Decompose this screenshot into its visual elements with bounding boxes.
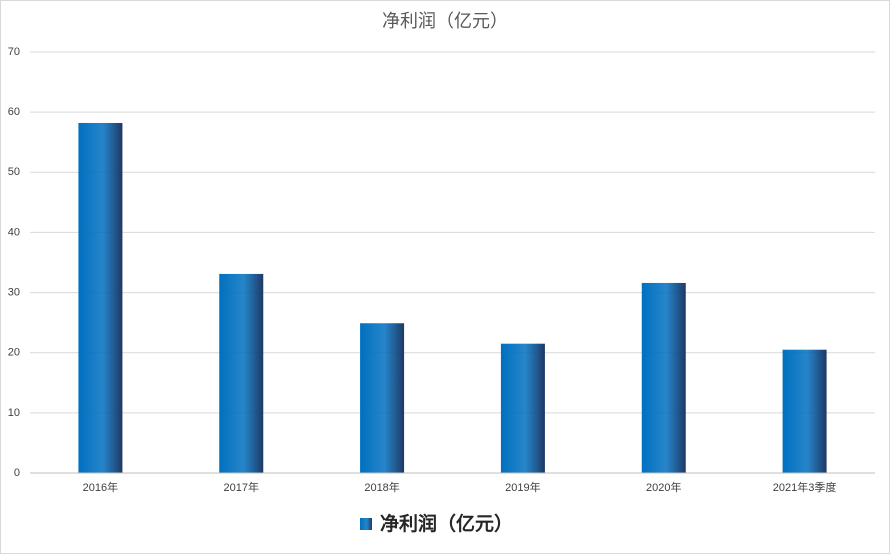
y-tick-label: 0 — [14, 467, 20, 479]
y-tick-label: 50 — [8, 166, 20, 178]
bar — [641, 282, 686, 473]
bar — [782, 349, 827, 473]
chart-title: 净利润（亿元） — [382, 11, 508, 31]
bar — [360, 323, 405, 473]
y-tick-label: 70 — [8, 46, 20, 58]
y-tick-label: 30 — [8, 286, 20, 298]
bar — [78, 122, 123, 474]
y-tick-label: 60 — [8, 106, 20, 118]
y-tick-label: 40 — [8, 226, 20, 238]
legend-swatch — [360, 518, 372, 530]
x-tick-label: 2016年 — [83, 480, 118, 494]
y-tick-label: 10 — [8, 407, 20, 419]
x-tick-label: 2017年 — [224, 480, 259, 494]
bar — [219, 273, 264, 473]
bar — [500, 343, 545, 473]
x-tick-label: 2019年 — [505, 480, 540, 494]
x-tick-label: 2021年3季度 — [773, 480, 837, 494]
x-tick-label: 2020年 — [646, 480, 681, 494]
x-tick-label: 2018年 — [364, 480, 399, 494]
y-tick-label: 20 — [8, 347, 20, 359]
legend-label: 净利润（亿元） — [380, 512, 513, 535]
